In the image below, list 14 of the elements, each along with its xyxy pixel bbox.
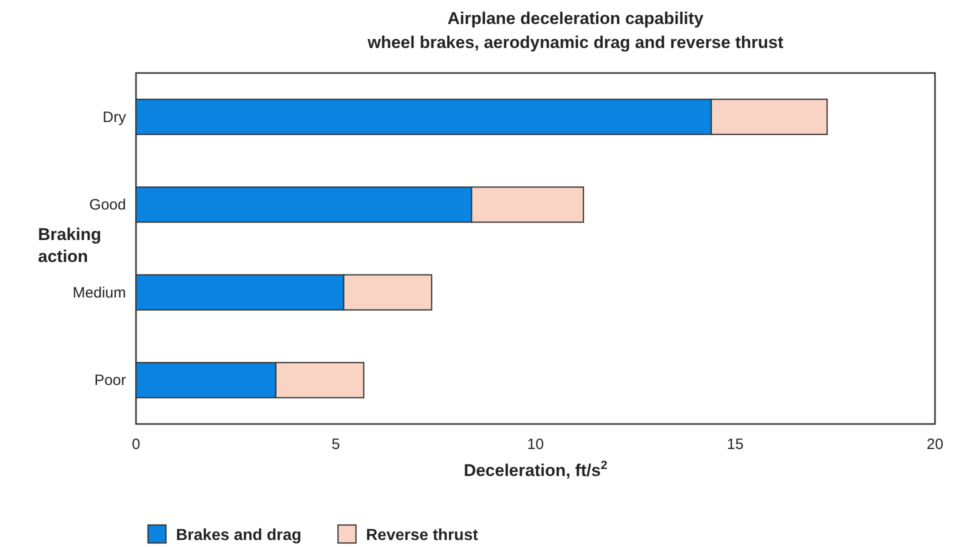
x-tick-label: 15: [726, 436, 744, 453]
x-tick-label: 20: [926, 436, 944, 453]
y-tick-label: Dry: [102, 108, 126, 126]
x-tick-label: 0: [132, 436, 140, 453]
x-axis-title: Deceleration, ft/s$^{2}$: [464, 458, 608, 480]
legend-label: Brakes and drag: [176, 527, 302, 544]
legend-label: Reverse thrust: [366, 527, 479, 544]
x-tick-label: 5: [332, 436, 340, 453]
y-tick-label: Poor: [94, 372, 126, 390]
y-tick-label: Good: [89, 196, 126, 214]
x-tick-label: 10: [527, 436, 544, 453]
chart-title: Airplane deceleration capability wheel brakes, aerodynamic drag and reverse thrust: [366, 9, 784, 52]
y-axis-title: Braking action: [38, 225, 102, 266]
y-tick-label: Medium: [72, 284, 126, 302]
